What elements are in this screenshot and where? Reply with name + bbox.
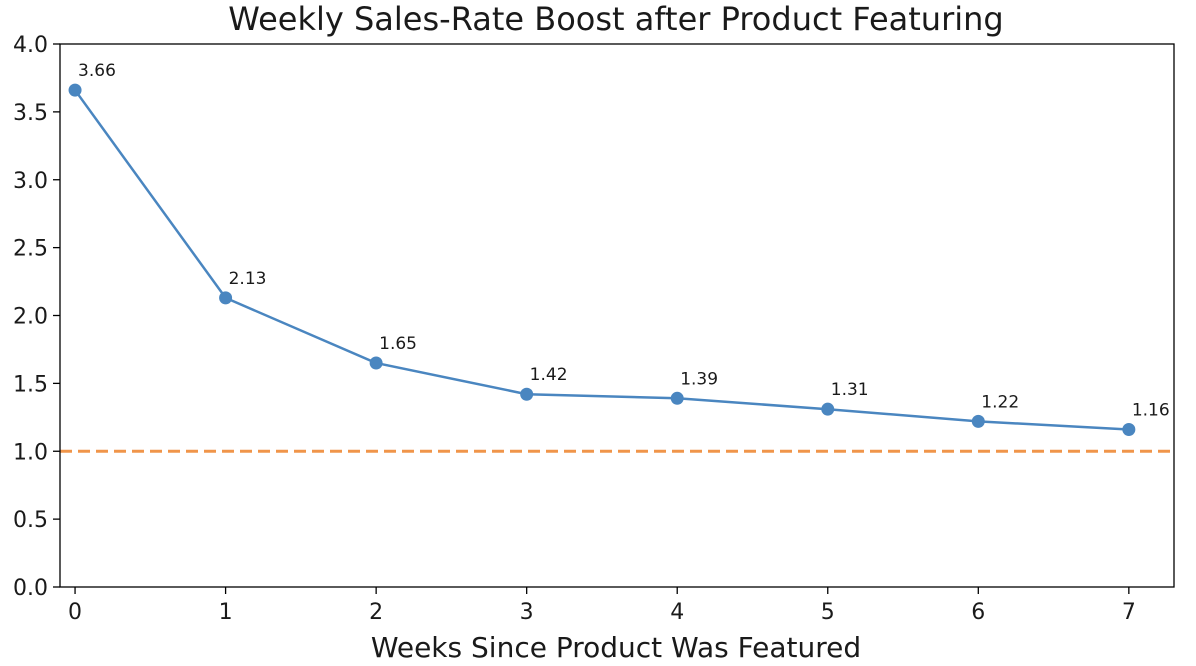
y-tick-label: 0.0 xyxy=(13,576,48,601)
data-point xyxy=(68,83,82,97)
y-tick-label: 1.5 xyxy=(13,372,48,397)
series-line xyxy=(74,89,1129,431)
x-tick-label: 5 xyxy=(821,600,835,625)
x-tick-label: 0 xyxy=(68,600,82,625)
plot-frame xyxy=(59,43,1175,588)
y-tick-label: 4.0 xyxy=(13,33,48,58)
y-tick-label: 3.0 xyxy=(13,169,48,194)
data-point xyxy=(369,356,383,370)
y-axis-ticks: 0.0 0.5 1.0 1.5 2.0 2.5 3.0 3.5 4.0 xyxy=(13,33,60,601)
x-tick-label: 2 xyxy=(369,600,383,625)
x-tick-label: 3 xyxy=(520,600,534,625)
data-label: 1.22 xyxy=(981,392,1019,412)
x-tick-label: 6 xyxy=(971,600,985,625)
data-point xyxy=(670,391,684,405)
series-points xyxy=(68,83,1136,437)
x-tick-label: 7 xyxy=(1122,600,1136,625)
x-tick-label: 1 xyxy=(219,600,233,625)
y-tick-label: 0.5 xyxy=(13,508,48,533)
data-label: 2.13 xyxy=(229,269,267,289)
x-axis-label: Weeks Since Product Was Featured xyxy=(371,631,861,664)
y-tick-label: 3.5 xyxy=(13,101,48,126)
data-point xyxy=(219,291,233,305)
chart-title: Weekly Sales-Rate Boost after Product Fe… xyxy=(228,0,1003,38)
x-axis-ticks: 0 1 2 3 4 5 6 7 xyxy=(68,587,1136,625)
data-labels: 3.66 2.13 1.65 1.42 1.39 1.31 1.22 1.16 xyxy=(78,61,1170,420)
data-label: 1.65 xyxy=(379,334,417,354)
data-label: 3.66 xyxy=(78,61,116,81)
y-tick-label: 1.0 xyxy=(13,440,48,465)
data-point xyxy=(1122,423,1136,437)
data-point xyxy=(520,387,534,401)
data-point xyxy=(971,414,985,428)
x-tick-label: 4 xyxy=(670,600,684,625)
data-label: 1.16 xyxy=(1132,401,1170,421)
data-label: 1.39 xyxy=(680,369,718,389)
y-tick-label: 2.5 xyxy=(13,237,48,262)
y-tick-label: 2.0 xyxy=(13,305,48,330)
data-point xyxy=(821,402,835,416)
data-label: 1.42 xyxy=(530,365,568,385)
data-label: 1.31 xyxy=(831,380,869,400)
